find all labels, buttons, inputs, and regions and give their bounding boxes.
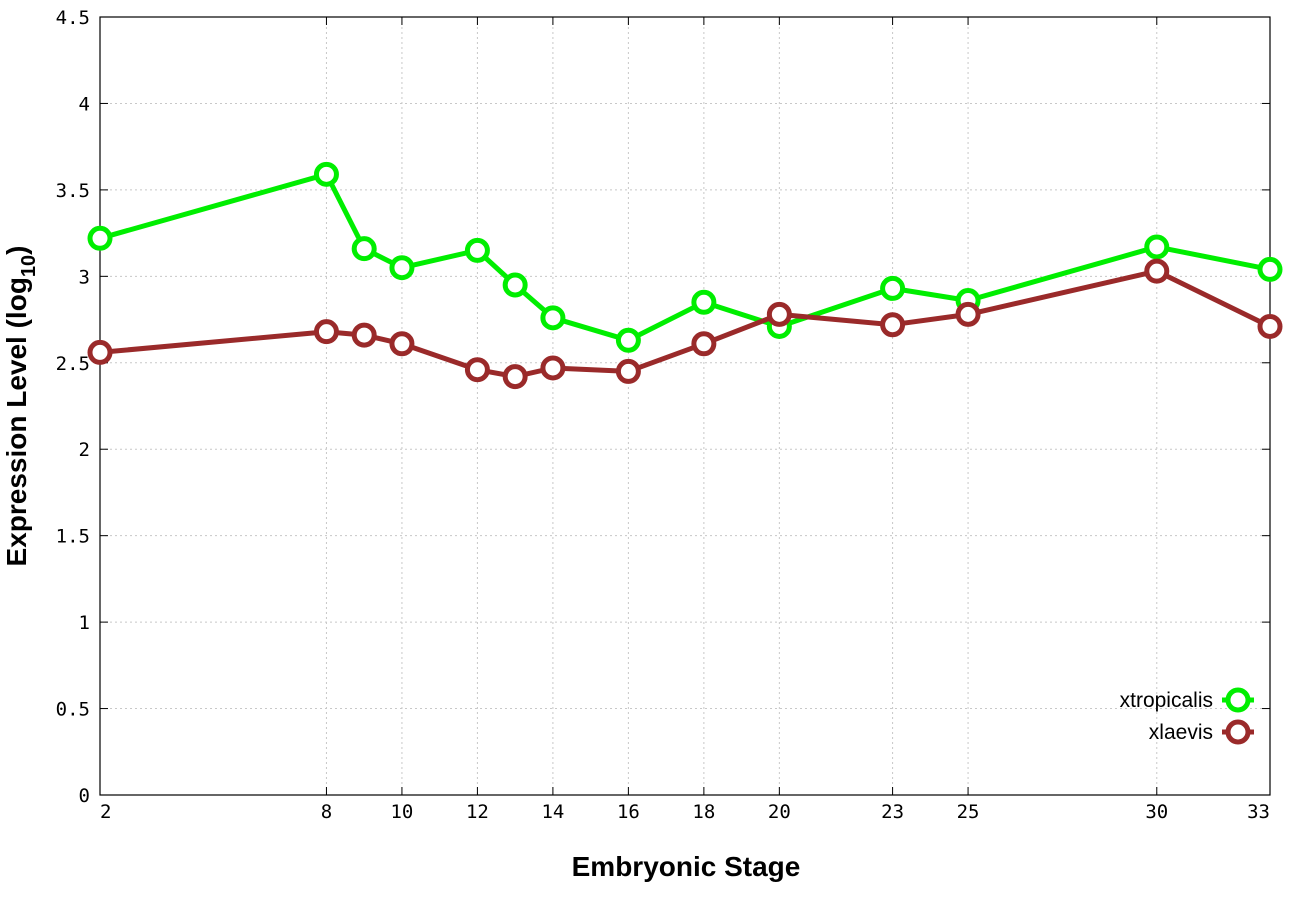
data-point-xlaevis bbox=[502, 364, 528, 390]
x-tick-label: 2 bbox=[100, 801, 111, 823]
data-point-xtropicalis bbox=[502, 272, 528, 298]
y-tick-label: 3 bbox=[79, 266, 90, 288]
legend-label-xtropicalis: xtropicalis bbox=[1120, 689, 1213, 712]
y-tick-label: 2 bbox=[79, 439, 90, 461]
x-tick-label: 33 bbox=[1247, 801, 1270, 823]
data-point-xtropicalis bbox=[313, 161, 339, 187]
y-tick-label: 1 bbox=[79, 612, 90, 634]
plot-frame bbox=[99, 16, 1271, 796]
series-line-xlaevis bbox=[99, 268, 1272, 380]
series-line-xtropicalis bbox=[99, 171, 1271, 343]
data-point-xlaevis bbox=[1257, 313, 1283, 339]
legend-marker-xlaevis bbox=[1225, 719, 1251, 745]
data-point-xtropicalis bbox=[880, 275, 906, 301]
data-point-xlaevis bbox=[766, 301, 792, 327]
y-tick-label: 4 bbox=[79, 93, 90, 115]
data-point-xlaevis bbox=[351, 322, 377, 348]
legend: xtropicalis xlaevis bbox=[1120, 687, 1254, 745]
data-point-xlaevis bbox=[691, 331, 717, 357]
x-tick-label: 23 bbox=[881, 801, 904, 823]
y-tick-label: 0.5 bbox=[56, 699, 90, 721]
tick-layer: 0 0.5 1 1.5 2 2.5 3 3.5 4 4.5 2 8 10 12 14 16 18 20 23 25 30… bbox=[56, 7, 1271, 823]
x-tick-label: 30 bbox=[1145, 801, 1168, 823]
x-axis-title: Embryonic Stage bbox=[572, 851, 801, 882]
y-tick-label: 2.5 bbox=[56, 353, 90, 375]
data-point-xlaevis bbox=[955, 301, 981, 327]
x-tick-label: 25 bbox=[957, 801, 980, 823]
data-point-xlaevis bbox=[880, 312, 906, 338]
y-tick-label: 3.5 bbox=[56, 180, 90, 202]
x-tick-label: 14 bbox=[541, 801, 564, 823]
y-axis-title-main: Expression Level (log bbox=[1, 277, 32, 566]
x-tick-label: 8 bbox=[321, 801, 332, 823]
x-tick-label: 12 bbox=[466, 801, 489, 823]
y-tick-label: 0 bbox=[79, 785, 90, 807]
data-point-xtropicalis bbox=[1144, 234, 1170, 260]
x-tick-label: 20 bbox=[768, 801, 791, 823]
y-tick-label: 1.5 bbox=[56, 526, 90, 548]
y-axis-title: Expression Level (log10) bbox=[1, 246, 40, 567]
data-point-xtropicalis bbox=[540, 305, 566, 331]
data-point-xlaevis bbox=[313, 319, 339, 345]
legend-marker-xtropicalis bbox=[1225, 687, 1251, 713]
grid-layer bbox=[100, 17, 1270, 795]
data-point-xtropicalis bbox=[389, 255, 415, 281]
data-point-xtropicalis bbox=[691, 289, 717, 315]
data-point-xtropicalis bbox=[1257, 256, 1283, 282]
data-point-xtropicalis bbox=[615, 327, 641, 353]
y-tick-label: 4.5 bbox=[56, 7, 90, 29]
data-point-xlaevis bbox=[615, 358, 641, 384]
series-layer bbox=[87, 161, 1283, 390]
data-point-xtropicalis bbox=[87, 225, 113, 251]
data-point-xlaevis bbox=[389, 331, 415, 357]
x-tick-label: 16 bbox=[617, 801, 640, 823]
legend-label-xlaevis: xlaevis bbox=[1149, 721, 1213, 744]
data-point-xtropicalis bbox=[464, 237, 490, 263]
data-point-xlaevis bbox=[87, 339, 113, 365]
data-point-xlaevis bbox=[464, 357, 490, 383]
x-tick-label: 10 bbox=[390, 801, 413, 823]
data-point-xlaevis bbox=[540, 355, 566, 381]
y-axis-title-close: ) bbox=[1, 246, 32, 255]
x-tick-label: 18 bbox=[692, 801, 715, 823]
data-point-xtropicalis bbox=[351, 236, 377, 262]
y-axis-title-subscript: 10 bbox=[18, 255, 40, 277]
data-point-xlaevis bbox=[1144, 258, 1170, 284]
